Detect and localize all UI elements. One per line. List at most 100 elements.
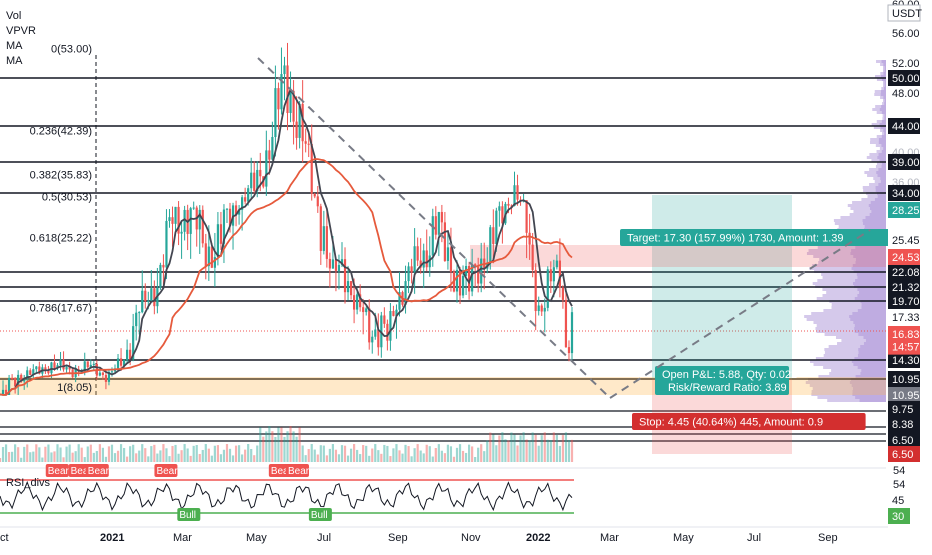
vpvr-bar-10 <box>874 90 886 93</box>
price-tag-text-1: 28.25 <box>892 205 920 217</box>
lower-tag-bg-0 <box>888 401 920 417</box>
vpvr-bar-inner-42 <box>875 186 886 189</box>
vpvr-bar-inner-37 <box>876 171 886 174</box>
candle-body-78 <box>234 205 238 215</box>
vpvr-bar-inner-111 <box>852 393 886 396</box>
candle-body-176 <box>531 244 534 270</box>
vpvr-bar-50 <box>853 210 886 213</box>
volume-bar-43 <box>129 446 132 462</box>
candle-body-158 <box>477 266 480 284</box>
candle-body-165 <box>498 206 501 211</box>
vpvr-bar-inner-97 <box>858 351 886 354</box>
volume-bar-154 <box>464 452 468 462</box>
candle-body-31 <box>92 363 95 365</box>
vpvr-bar-inner-18 <box>884 114 886 117</box>
vpvr-bar-107 <box>805 381 886 384</box>
candle-body-153 <box>461 275 465 296</box>
volume-bar-16 <box>47 444 50 462</box>
fibonacci-retracement[interactable]: 0(53.00) 0.236(42.39) 0.382(35.83) 0.5(30.5… <box>30 44 871 399</box>
candle-body-170 <box>513 185 516 206</box>
vpvr-bar-inner-98 <box>857 354 886 357</box>
vpvr-bar-inner-73 <box>855 279 886 282</box>
vpvr-bar-inner-34 <box>881 162 886 165</box>
indicator-legend[interactable]: Vol VPVR MA MA <box>6 10 36 67</box>
volume-bar-78 <box>234 445 238 462</box>
candle-body-145 <box>437 211 440 235</box>
candle-body-127 <box>383 315 386 324</box>
volume-bar-157 <box>474 456 477 462</box>
candle-body-123 <box>371 336 374 343</box>
div-label-text-3: Bear <box>156 466 178 477</box>
vpvr-bar-12 <box>880 96 886 99</box>
volume-bar-17 <box>50 452 53 462</box>
lower-tag-bg-2 <box>888 432 920 448</box>
vpvr-bar-52 <box>840 216 886 219</box>
candle-body-171 <box>516 185 519 200</box>
vpvr-bar-22 <box>873 126 886 129</box>
div-label-text-4: Bear <box>271 466 293 477</box>
vpvr-bar-inner-27 <box>878 141 886 144</box>
volume-bar-116 <box>349 448 353 462</box>
candle-body-51 <box>153 288 156 307</box>
volume-bar-169 <box>510 432 513 462</box>
volume-bar-101 <box>304 455 307 462</box>
level-tag-4: 22.08 <box>888 264 920 280</box>
vpvr-bar-88 <box>816 324 886 327</box>
vpvr-bar-inner-21 <box>879 123 886 126</box>
candle-body-50 <box>150 288 153 301</box>
candle-body-185 <box>558 260 561 288</box>
time-axis[interactable]: ct 2021 Mar May Jul Sep Nov 2022 Mar May Jul Sep <box>0 526 888 544</box>
open-pnl-bg <box>655 366 789 395</box>
vpvr-bar-82 <box>831 306 886 309</box>
rsi-tag-bg-1 <box>888 508 910 524</box>
volume-bar-165 <box>498 435 501 462</box>
rr-text: Risk/Reward Ratio: 3.89 <box>668 382 787 394</box>
position-tool[interactable]: Target: 17.30 (157.99%) 1730, Amount: 1.… <box>0 195 891 454</box>
volume-bar-151 <box>455 447 459 462</box>
vpvr-bar-78 <box>822 294 886 297</box>
lower-tag-text-1: 8.38 <box>892 419 913 431</box>
candle-body-180 <box>543 307 546 312</box>
volume-bar-146 <box>440 450 443 462</box>
candle-body-75 <box>225 208 229 210</box>
vpvr-bar-inner-39 <box>880 177 886 180</box>
candle-body-112 <box>337 265 341 271</box>
candle-body-119 <box>359 294 362 308</box>
candle-body-8 <box>23 378 26 382</box>
vpvr-bar-94 <box>837 342 886 345</box>
candle-body-148 <box>446 247 450 261</box>
vpvr-bar-110 <box>811 390 886 393</box>
vpvr-bar-inner-101 <box>853 363 886 366</box>
volume-bar-61 <box>183 444 186 462</box>
target-label: Target: 17.30 (157.99%) 1730, Amount: 1.… <box>620 229 891 246</box>
volume-bar-127 <box>383 444 386 462</box>
vpvr-bar-49 <box>850 207 886 210</box>
volume-bar-44 <box>132 444 135 462</box>
candle-body-136 <box>410 266 413 273</box>
volume-bar-80 <box>241 454 244 462</box>
volume-bar-155 <box>468 444 471 462</box>
price-tag-bg-3 <box>888 326 920 342</box>
vpvr-bar-19 <box>882 117 886 120</box>
vpvr-bar-inner-96 <box>858 348 886 351</box>
candle-body-9 <box>26 370 29 379</box>
vpvr-bar-48 <box>847 204 886 207</box>
vpvr-bar-16 <box>872 108 886 111</box>
price-axis[interactable]: 60.0056.0052.0048.0028.2525.4517.3336.00… <box>887 0 932 550</box>
candle-body-34 <box>101 372 104 375</box>
vpvr-bar-inner-31 <box>878 153 886 156</box>
candle-body-142 <box>428 255 431 268</box>
candle-body-73 <box>219 224 223 244</box>
price-tag-text-2: 24.53 <box>892 252 920 264</box>
candle-body-143 <box>431 216 434 256</box>
vpvr-bar-68 <box>812 264 886 267</box>
candle-body-108 <box>325 226 328 259</box>
volume-bar-124 <box>374 444 377 462</box>
axis-tick-3: 48.00 <box>892 88 920 100</box>
level-tag-bg-3 <box>888 185 920 201</box>
volume-bar-97 <box>292 431 295 462</box>
level-tag-text-7: 14.30 <box>892 355 920 367</box>
vpvr-bar-64 <box>806 252 886 255</box>
